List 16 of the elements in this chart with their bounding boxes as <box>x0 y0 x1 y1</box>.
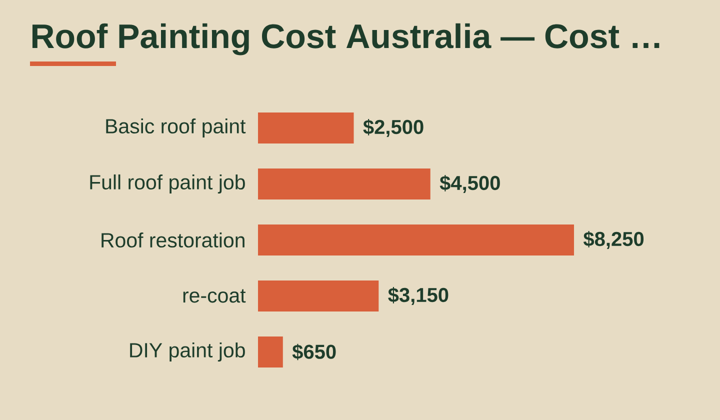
y-tick-label: Full roof paint job <box>90 174 245 194</box>
y-tick-label: Basic roof paint <box>106 118 246 138</box>
data-label: $650 <box>292 344 336 360</box>
data-label: $8,250 <box>583 231 644 249</box>
chart-title: Roof Painting Cost Australia — Cost … <box>32 23 660 56</box>
y-tick-label: Roof restoration <box>102 232 244 248</box>
data-label: $4,500 <box>440 175 500 193</box>
bar <box>258 336 283 368</box>
bar <box>258 112 354 144</box>
bar <box>258 168 430 200</box>
data-label: $2,500 <box>363 119 424 137</box>
y-tick-label: DIY paint job <box>130 342 245 362</box>
data-label: $3,150 <box>388 287 448 305</box>
y-tick-label: re-coat <box>183 289 246 303</box>
bar <box>258 280 379 312</box>
bar <box>258 224 574 256</box>
